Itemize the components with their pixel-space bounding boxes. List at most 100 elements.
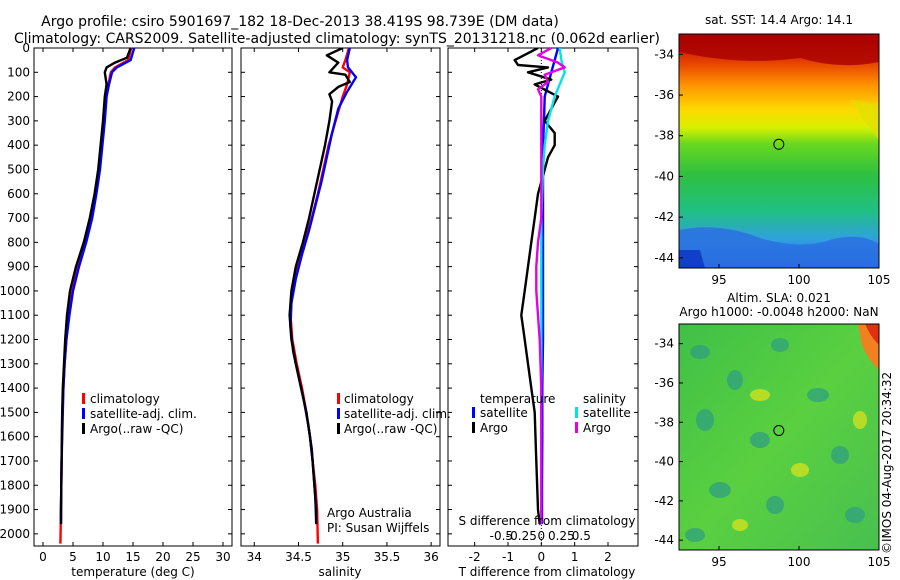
series-argo-raw-qc-	[288, 48, 351, 525]
lat-tick-label: -44	[654, 251, 674, 265]
x2-tick-label: -0.25	[506, 529, 537, 543]
x-tick-label: 35.5	[374, 550, 401, 564]
legend-title-salinity: salinity	[583, 392, 626, 406]
lon-tick-label: 95	[711, 273, 726, 287]
depth-tick-label: 2000	[0, 527, 30, 541]
depth-tick-label: 1500	[0, 405, 30, 419]
legend-swatch-sal-argo	[575, 422, 578, 433]
sla-map-lat-axis: -34 -36 -38 -40 -42 -44	[654, 337, 683, 547]
x-tick-label: 20	[155, 550, 170, 564]
series-argo-raw-qc-	[59, 48, 132, 525]
legend-title-temperature: temperature	[480, 392, 555, 406]
salinity-axes-frame	[240, 47, 441, 547]
sla-map: Altim. SLA: 0.021 Argo h1000: -0.0048 h2…	[654, 291, 890, 569]
temperature-profile-lines	[59, 48, 136, 544]
lon-tick-label: 105	[868, 555, 891, 569]
lon-tick-label: 100	[788, 273, 811, 287]
sla-argo-position-marker	[773, 424, 785, 436]
legend-swatch-argo	[337, 423, 340, 434]
figure-title-line2: Climatology: CARS2009. Satellite-adjuste…	[14, 31, 660, 47]
legend-swatch-satellite-adj	[82, 408, 85, 419]
legend-swatch-climatology	[82, 393, 85, 404]
depth-tick-label: 300	[7, 114, 30, 128]
depth-tick-label: 400	[7, 138, 30, 152]
x2-tick-label: -0.5	[490, 529, 513, 543]
x-tick-label: 35	[335, 550, 350, 564]
s-difference-xlabel: S difference from climatology	[459, 514, 636, 528]
lat-tick-label: -44	[654, 533, 674, 547]
sst-map-lat-axis: -34 -36 -38 -40 -42 -44	[654, 47, 683, 265]
lat-tick-label: -40	[654, 455, 674, 469]
series-satellite-adj-clim-	[289, 48, 358, 525]
imos-credit: ©IMOS 04-Aug-2017 20:34:32	[880, 372, 894, 554]
depth-tick-label: 700	[7, 211, 30, 225]
temperature-x-axis: 0 5 10 15 20 25 30	[39, 48, 231, 564]
lat-tick-label: -38	[654, 129, 674, 143]
depth-tick-label: 0	[22, 41, 30, 55]
depth-tick-label: 1400	[0, 381, 30, 395]
x-tick-label: 30	[215, 550, 230, 564]
depth-tick-label: 1100	[0, 308, 30, 322]
sst-warm-tongue	[850, 100, 879, 140]
depth-tick-label: 900	[7, 260, 30, 274]
legend-swatch-argo	[82, 423, 85, 434]
annotation-pi: PI: Susan Wijffels	[327, 521, 429, 535]
lat-tick-label: -42	[654, 210, 674, 224]
depth-tick-label: 600	[7, 187, 30, 201]
legend-label-satellite-adj: satellite-adj. clim.	[344, 407, 451, 421]
x-tick-label: 1	[571, 550, 579, 564]
depth-tick-label: 1900	[0, 503, 30, 517]
salinity-panel: 34 34.5 35 35.5 36 salinity climatology sate…	[240, 47, 451, 579]
salinity-depth-ticks	[241, 47, 440, 535]
series-climatology	[59, 48, 133, 544]
legend-label-satellite-adj: satellite-adj. clim.	[90, 407, 197, 421]
series-temperature-argo	[513, 48, 560, 525]
depth-tick-label: 1600	[0, 430, 30, 444]
salinity-profile-lines	[288, 48, 358, 544]
lat-tick-label: -36	[654, 376, 674, 390]
lat-tick-label: -40	[654, 169, 674, 183]
temperature-panel: 0100200300400500600700800900100011001200…	[0, 41, 233, 579]
x2-tick-label: 0.25	[548, 529, 575, 543]
lon-tick-label: 100	[788, 555, 811, 569]
difference-legend: temperature satellite Argo salinity sate…	[472, 392, 631, 435]
difference-x2-axis: -0.5-0.25 0 0.250.5	[490, 529, 591, 543]
x-tick-label: 36	[424, 550, 439, 564]
depth-tick-label: 200	[7, 90, 30, 104]
legend-label-sal-satellite: satellite	[583, 406, 631, 420]
sst-map-lon-axis: 95 100 105	[711, 264, 890, 287]
lat-tick-label: -34	[654, 337, 674, 351]
salinity-xlabel: salinity	[318, 565, 361, 579]
lat-tick-label: -42	[654, 494, 674, 508]
legend-swatch-climatology	[337, 393, 340, 404]
sst-cold-region	[679, 227, 879, 268]
lat-tick-label: -36	[654, 88, 674, 102]
x-tick-label: 2	[604, 550, 612, 564]
x-tick-label: -2	[469, 550, 481, 564]
salinity-x-axis: 34 34.5 35 35.5 36	[247, 48, 439, 564]
depth-tick-label: 1300	[0, 357, 30, 371]
difference-profile-lines	[513, 48, 566, 525]
x-tick-label: 15	[125, 550, 140, 564]
legend-label-sal-argo: Argo	[583, 421, 611, 435]
depth-tick-label: 1200	[0, 333, 30, 347]
sst-warm-region	[679, 34, 879, 66]
x2-tick-label: 0.5	[572, 529, 591, 543]
salinity-legend: climatology satellite-adj. clim. Argo(..…	[337, 392, 451, 436]
x-tick-label: 34	[247, 550, 262, 564]
depth-tick-label: 100	[7, 65, 30, 79]
lat-tick-label: -38	[654, 415, 674, 429]
legend-swatch-temp-argo	[472, 422, 475, 433]
annotation-argo-australia: Argo Australia	[327, 506, 412, 520]
x-tick-label: -1	[502, 550, 514, 564]
legend-label-climatology: climatology	[90, 392, 160, 406]
lon-tick-label: 95	[711, 555, 726, 569]
difference-x-axis: -2 -1 0 1 2	[469, 48, 612, 564]
sla-eddies	[685, 338, 865, 542]
sst-map: sat. SST: 14.4 Argo: 14.1 -34 -36 -38 -40 -4…	[654, 13, 890, 287]
difference-axes-frame	[447, 47, 639, 547]
sla-map-title-line1: Altim. SLA: 0.021	[727, 291, 831, 305]
sla-map-lon-axis: 95 100 105	[711, 546, 890, 569]
legend-label-temp-argo: Argo	[480, 421, 508, 435]
temperature-axes-frame	[33, 47, 233, 547]
